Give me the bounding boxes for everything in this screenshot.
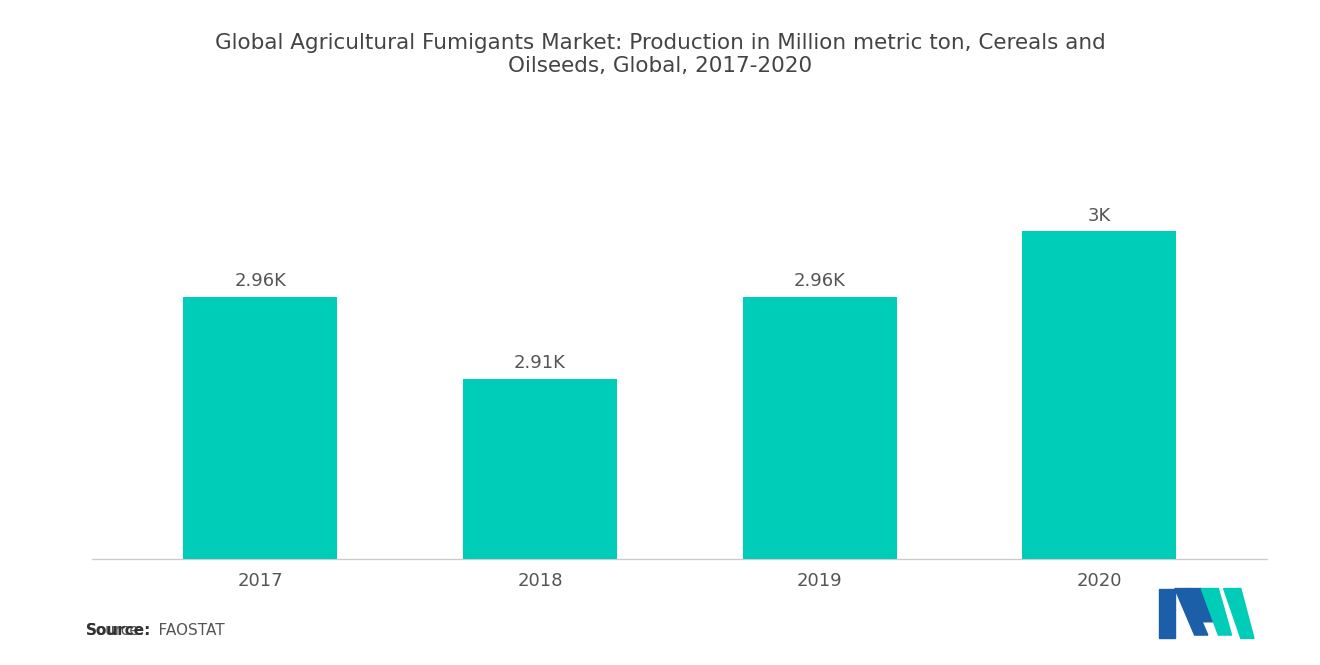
Bar [463,378,616,559]
Text: 2.96K: 2.96K [234,272,286,290]
Polygon shape [1188,589,1214,622]
Text: 2.91K: 2.91K [513,354,566,372]
Text: Source:: Source: [86,623,152,638]
Polygon shape [1175,589,1208,635]
Polygon shape [1159,589,1175,638]
Text: 3K: 3K [1088,207,1111,225]
Polygon shape [1224,589,1254,638]
Polygon shape [1201,589,1232,635]
Bar [183,297,337,559]
Bar [743,297,896,559]
Text: Global Agricultural Fumigants Market: Production in Million metric ton, Cereals : Global Agricultural Fumigants Market: Pr… [215,33,1105,76]
Text: Source:   FAOSTAT: Source: FAOSTAT [86,623,224,638]
Bar [1023,231,1176,559]
Text: 2.96K: 2.96K [793,272,846,290]
